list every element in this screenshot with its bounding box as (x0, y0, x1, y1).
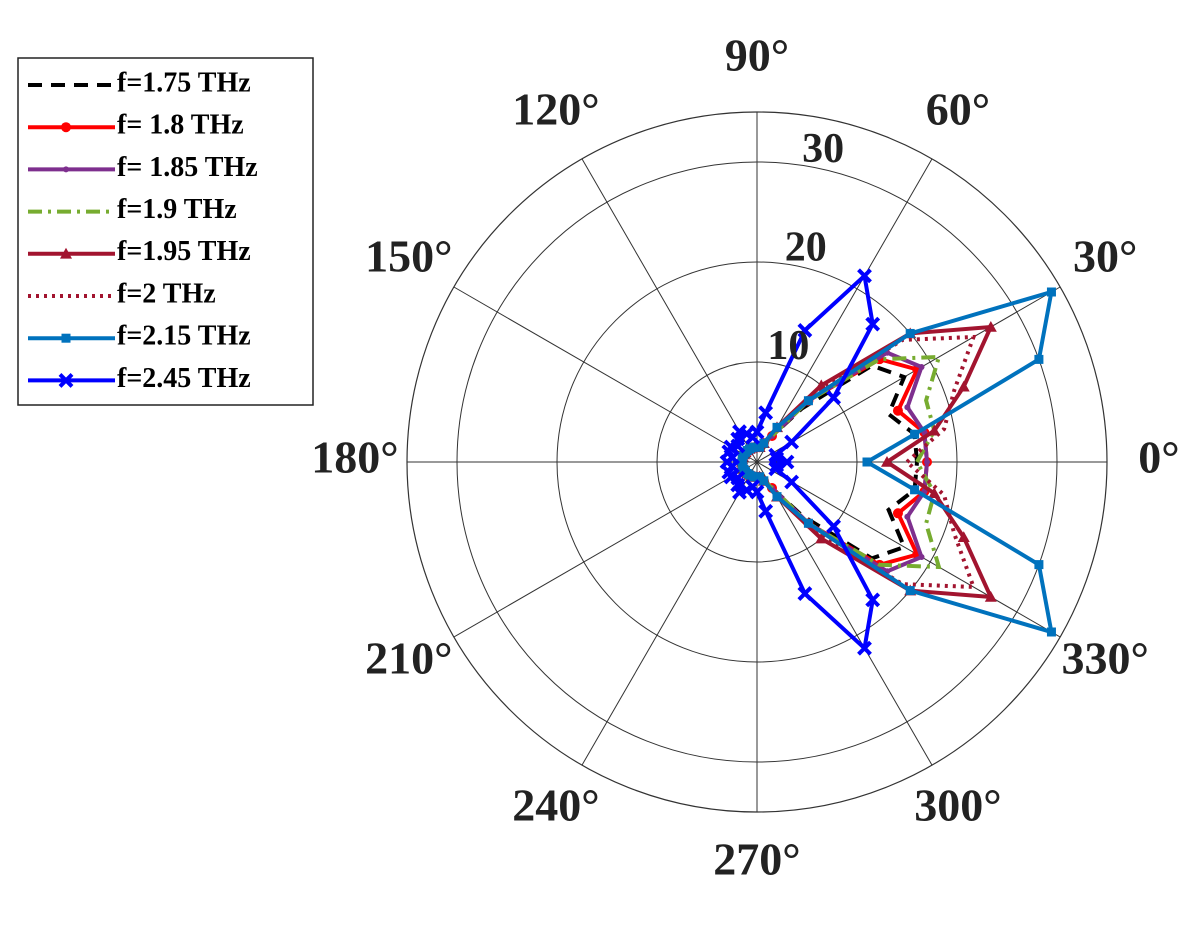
grid (406, 111, 1108, 813)
marker (865, 592, 881, 608)
marker (1034, 560, 1044, 570)
marker (784, 434, 800, 450)
marker (769, 458, 785, 473)
marker (910, 429, 920, 439)
grid-spoke (581, 461, 758, 766)
marker (61, 333, 71, 343)
theta-tick-label: 300° (914, 780, 1001, 831)
grid-spoke (453, 461, 758, 638)
marker (857, 268, 872, 284)
marker (905, 586, 915, 596)
theta-tick-label: 150° (365, 231, 452, 282)
marker (910, 485, 920, 495)
theta-tick-label: 270° (713, 834, 800, 885)
marker (63, 166, 69, 173)
legend-label: f=1.9 THz (117, 194, 237, 225)
marker (957, 531, 970, 543)
marker (1034, 354, 1044, 364)
theta-tick-label: 60° (926, 83, 990, 134)
theta-tick-label: 90° (725, 30, 789, 81)
marker (749, 484, 765, 500)
marker (759, 476, 769, 486)
legend-label: f=1.75 THz (117, 67, 251, 98)
marker (58, 372, 74, 388)
marker (797, 323, 813, 338)
marker (892, 508, 903, 519)
marker (862, 457, 872, 467)
series (719, 268, 881, 656)
marker (857, 640, 872, 656)
marker (918, 554, 925, 560)
theta-tick-label: 0° (1138, 432, 1179, 483)
legend-label: f=2 THz (117, 278, 216, 309)
marker (957, 380, 970, 392)
grid-spoke (756, 461, 933, 766)
marker (815, 532, 828, 544)
series (737, 287, 1056, 637)
theta-tick-label: 240° (512, 780, 599, 831)
legend-box (17, 57, 314, 406)
marker (772, 422, 782, 432)
theta-tick-label: 180° (311, 432, 398, 483)
marker (984, 591, 997, 602)
marker (815, 379, 828, 391)
legend-label: f=2.15 THz (117, 321, 251, 352)
marker (904, 404, 911, 411)
theta-tick-label: 330° (1061, 633, 1148, 684)
marker (865, 316, 881, 332)
marker (61, 122, 71, 133)
grid-spoke (581, 158, 758, 463)
marker (779, 454, 795, 470)
grid-spoke (453, 286, 758, 463)
marker (758, 503, 774, 519)
legend-label: f= 1.8 THz (117, 110, 244, 141)
grid-spoke (756, 461, 1061, 638)
marker (60, 247, 72, 259)
marker (826, 390, 842, 406)
marker (797, 586, 813, 601)
legend: f=1.75 THz f= 1.8 THz f= 1.85 THz f=1.9 THz… (17, 57, 314, 406)
marker (784, 474, 800, 490)
legend-label: f=2.45 THz (117, 363, 251, 394)
marker (904, 513, 911, 520)
marker (892, 405, 903, 416)
plot (719, 268, 1056, 656)
r-tick-label: 10 (767, 323, 809, 369)
grid-spoke (756, 286, 1061, 463)
r-tick-label: 30 (802, 126, 844, 172)
marker (905, 328, 915, 338)
marker (803, 518, 813, 528)
marker (772, 492, 782, 502)
legend-label: f=1.95 THz (117, 236, 251, 267)
marker (984, 321, 997, 332)
grid-spoke (756, 158, 933, 463)
marker (1046, 287, 1056, 297)
marker (881, 456, 893, 467)
marker (924, 459, 930, 465)
marker (928, 487, 941, 499)
theta-tick-label: 120° (512, 83, 599, 134)
legend-label: f= 1.85 THz (117, 152, 258, 183)
marker (918, 364, 925, 370)
marker (803, 396, 813, 406)
labels: 1020300°30°60°90°120°150°180°210°240°270… (311, 30, 1179, 885)
marker (826, 518, 842, 534)
r-tick-label: 20 (785, 225, 827, 271)
theta-tick-label: 30° (1073, 231, 1137, 282)
theta-tick-label: 210° (365, 633, 452, 684)
marker (758, 405, 774, 421)
marker (1046, 627, 1056, 637)
